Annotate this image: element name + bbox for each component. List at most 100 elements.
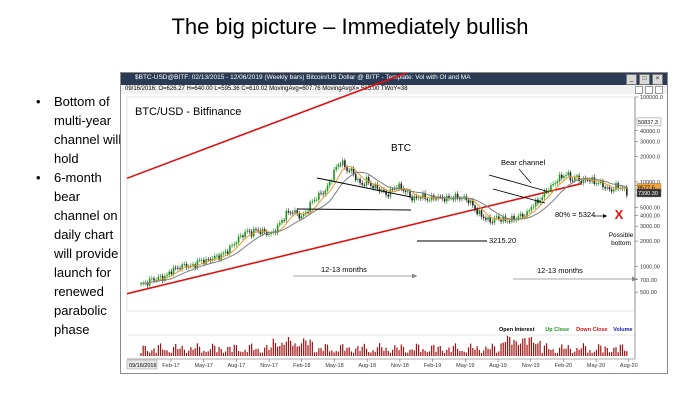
toolbar-icon[interactable]	[645, 86, 653, 94]
volume-bar	[565, 348, 567, 356]
candle-body	[498, 216, 500, 220]
candle-body	[305, 212, 307, 214]
volume-bar	[420, 351, 422, 356]
x-tick-label: May-18	[325, 363, 343, 369]
chart-subtitle: BTC	[391, 143, 411, 154]
volume-legend-label: Down Close	[576, 327, 607, 333]
volume-bar	[611, 352, 613, 356]
volume-bar	[615, 347, 617, 356]
volume-bar	[235, 345, 238, 356]
candle-body	[565, 175, 567, 177]
bullet-icon: •	[36, 94, 41, 109]
volume-bar	[513, 339, 515, 356]
volume-bar	[361, 346, 363, 356]
candle-body	[411, 196, 413, 201]
volume-bar	[530, 337, 532, 356]
candle-body	[560, 174, 563, 178]
volume-bar	[337, 351, 339, 356]
y-tick-label: 3000.00	[640, 224, 660, 230]
candle-body	[469, 200, 472, 204]
volume-legend-label: Open Interest	[499, 327, 535, 333]
volume-bar	[190, 347, 192, 356]
volume-bar	[493, 346, 496, 356]
candle-body	[211, 258, 214, 261]
candle-body	[376, 184, 379, 189]
volume-bar	[487, 348, 489, 356]
candle-body	[595, 183, 598, 184]
volume-bar	[255, 349, 257, 356]
minimize-button[interactable]: _	[626, 74, 637, 85]
volume-bar	[320, 348, 322, 356]
volume-bar	[283, 344, 285, 356]
volume-bar	[480, 352, 483, 356]
candle-body	[591, 177, 593, 182]
candle-body	[242, 235, 244, 238]
close-button[interactable]: ×	[652, 74, 663, 85]
candle-body	[482, 216, 485, 219]
volume-bar	[563, 348, 565, 356]
volume-bar	[554, 352, 556, 356]
months-arrow-left-head	[412, 273, 417, 279]
candle-body	[580, 180, 583, 183]
y-tick-label: 500.00	[640, 290, 657, 296]
window-controls: _ □ ×	[626, 74, 663, 85]
volume-bar	[277, 346, 279, 356]
bear-channel-lower	[492, 188, 546, 204]
candle-body	[556, 181, 559, 184]
volume-bar	[457, 348, 459, 356]
volume-bar	[608, 352, 611, 356]
volume-bar	[422, 349, 424, 356]
volume-bar	[572, 352, 574, 356]
candle-body	[491, 222, 494, 224]
candle-body	[357, 178, 359, 181]
volume-bar	[391, 349, 394, 356]
volume-bar	[587, 352, 589, 356]
volume-bar	[550, 349, 552, 356]
candle-body	[337, 164, 340, 167]
volume-bar	[264, 347, 266, 356]
candle-body	[374, 184, 377, 189]
price-tag	[636, 117, 662, 127]
candle-body	[302, 213, 305, 217]
candle-body	[216, 255, 218, 257]
window-titlebar[interactable]: $BTC-USD@BITF: 02/13/2015 - 12/06/2019 (…	[121, 73, 667, 85]
candle-body	[205, 259, 207, 264]
volume-bar	[541, 352, 543, 356]
candle-body	[409, 191, 411, 197]
volume-bar	[524, 337, 526, 356]
toolbar-icon[interactable]	[635, 86, 643, 94]
volume-bar	[240, 351, 242, 356]
candle-body	[281, 220, 283, 224]
volume-bar	[485, 346, 487, 356]
candle-body	[513, 216, 515, 221]
volume-bar	[394, 345, 396, 356]
price-chart[interactable]: Open Interest Up Close Down Close Volume 10…	[121, 73, 667, 373]
volume-bar	[333, 352, 335, 356]
volume-bar	[433, 344, 435, 356]
volume-bar	[470, 343, 472, 356]
x-tick-label: Feb-17	[162, 363, 179, 369]
volume-bar	[346, 347, 348, 356]
volume-bar	[448, 347, 450, 356]
volume-bar	[357, 346, 359, 356]
ohlc-readout: 09/16/2016: O=626.27 H=640.00 L=595.36 C…	[125, 86, 408, 92]
candle-body	[456, 193, 459, 199]
candle-body	[333, 169, 335, 181]
candle-body	[543, 190, 546, 198]
volume-bar	[253, 350, 255, 356]
maximize-button[interactable]: □	[639, 74, 650, 85]
candle-body	[224, 251, 227, 254]
volume-bar	[444, 352, 446, 356]
volume-bar	[613, 347, 615, 356]
candle-body	[174, 267, 177, 269]
candle-body	[439, 196, 442, 198]
bear-channel-upper	[488, 174, 547, 192]
x-tick-label: Aug-20	[620, 363, 638, 369]
volume-bar	[227, 346, 229, 356]
volume-bar	[313, 352, 316, 356]
volume-bar	[452, 345, 454, 356]
toolbar-icon[interactable]	[655, 86, 663, 94]
volume-bar	[172, 347, 175, 356]
volume-bar	[619, 344, 621, 356]
volume-bar	[621, 344, 624, 356]
